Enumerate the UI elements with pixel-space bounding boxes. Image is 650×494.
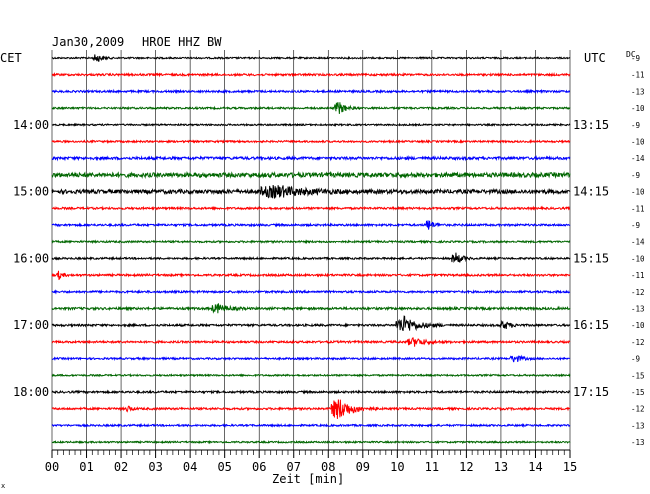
dc-value-1: -9 [631,54,640,63]
x-tick-label: 07 [287,460,301,474]
hour-labels: 14:00 15:00 16:00 17:00 18:00 13:15 14:15 15:15… [13,118,609,399]
dc-value-22: -12 [631,405,645,414]
trace-9 [51,184,571,199]
corner-mark: x [1,482,5,490]
cet-time-label: 16:00 [13,251,49,265]
cet-time-label: 15:00 [13,185,49,199]
x-tick-label: 12 [459,460,473,474]
trace-23 [51,422,571,429]
dc-value-14: -11 [631,271,645,280]
cet-time-label: 18:00 [13,385,49,399]
dc-value-9: -10 [631,188,645,197]
dc-value-18: -12 [631,338,645,347]
cet-label: CET [0,51,22,65]
dc-value-12: -14 [631,238,645,247]
x-axis-label: Zeit [min] [272,472,344,486]
trace-5 [51,122,571,128]
utc-time-label: 13:15 [573,118,609,132]
header-date: Jan30,2009 [52,35,124,49]
dc-value-4: -10 [631,104,645,113]
x-tick-label: 14 [528,460,542,474]
trace-7 [51,155,571,162]
utc-time-label: 16:15 [573,318,609,332]
x-tick-label: 02 [114,460,128,474]
trace-21 [51,389,571,395]
x-tick-label: 04 [183,460,197,474]
trace-10 [51,205,571,212]
trace-20 [51,372,571,378]
trace-14 [51,270,571,281]
x-tick-label: 13 [494,460,508,474]
utc-label: UTC [584,51,606,65]
dc-value-21: -15 [631,388,645,397]
dc-value-19: -9 [631,355,640,364]
utc-time-label: 15:15 [573,251,609,265]
utc-time-label: 17:15 [573,385,609,399]
x-tick-label: 03 [148,460,162,474]
trace-4 [51,102,571,114]
trace-6 [51,138,571,144]
dc-value-2: -11 [631,71,645,80]
utc-time-label: 14:15 [573,185,609,199]
x-tick-label: 01 [79,460,93,474]
trace-17 [51,315,571,332]
x-tick-label: 11 [425,460,439,474]
minute-grid [51,50,571,450]
x-axis: 00 01 02 03 04 05 06 07 08 09 10 11 12 13 14 15 [45,449,577,474]
dc-value-6: -10 [631,138,645,147]
dc-value-16: -13 [631,305,645,314]
x-tick-label: 15 [563,460,577,474]
x-tick-label: 05 [217,460,231,474]
dc-value-11: -9 [631,221,640,230]
trace-13 [51,252,571,263]
trace-15 [51,289,571,295]
trace-1 [51,54,571,62]
dc-value-13: -10 [631,254,645,263]
dc-value-15: -12 [631,288,645,297]
dc-value-20: -15 [631,371,645,380]
trace-8 [51,170,571,180]
trace-3 [51,88,571,95]
x-tick-label: 00 [45,460,59,474]
header-station: HROE HHZ BW [142,35,222,49]
x-tick-label: 06 [252,460,266,474]
trace-16 [51,303,571,314]
dc-offset-labels: -9 -11 -13 -10 -9 -10 -14 -9 -10 -11 -9 -14 -10 -11 -1… [631,54,645,447]
trace-2 [51,71,571,78]
dc-value-8: -9 [631,171,640,180]
dc-value-5: -9 [631,121,640,130]
dc-value-7: -14 [631,154,645,163]
cet-time-label: 14:00 [13,118,49,132]
dc-value-17: -10 [631,321,645,330]
dc-label: DC [626,50,636,59]
x-tick-label: 09 [356,460,370,474]
dc-value-10: -11 [631,204,645,213]
dc-value-24: -13 [631,438,645,447]
trace-24 [51,439,571,445]
x-tick-label: 10 [390,460,404,474]
trace-22 [51,399,571,419]
dc-value-23: -13 [631,421,645,430]
trace-12 [51,239,571,245]
seismogram-traces [51,54,571,445]
trace-11 [51,220,571,230]
trace-19 [51,354,571,363]
x-tick-label: 08 [321,460,335,474]
dc-value-3: -13 [631,87,645,96]
trace-18 [51,337,571,347]
cet-time-label: 17:00 [13,318,49,332]
